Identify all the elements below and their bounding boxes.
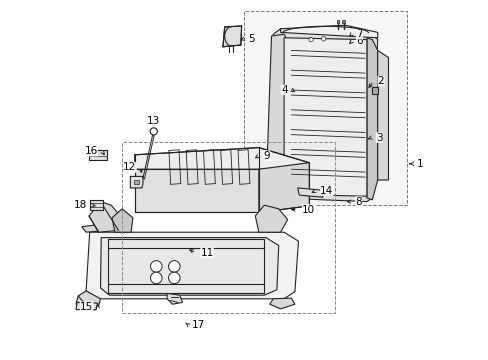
- FancyBboxPatch shape: [244, 11, 406, 205]
- Polygon shape: [76, 302, 98, 310]
- Circle shape: [150, 128, 157, 135]
- Polygon shape: [81, 225, 99, 232]
- Circle shape: [150, 261, 162, 272]
- Text: 2: 2: [377, 76, 384, 86]
- Polygon shape: [258, 163, 309, 212]
- Bar: [336, 20, 339, 23]
- Polygon shape: [377, 50, 387, 180]
- Polygon shape: [284, 38, 366, 196]
- Polygon shape: [130, 176, 142, 188]
- Polygon shape: [269, 298, 294, 309]
- Circle shape: [150, 272, 162, 284]
- Text: 11: 11: [200, 248, 213, 258]
- Polygon shape: [167, 293, 182, 304]
- Polygon shape: [76, 296, 96, 310]
- Text: 1: 1: [416, 159, 422, 169]
- Text: 18: 18: [73, 200, 87, 210]
- Polygon shape: [101, 238, 278, 295]
- Text: 14: 14: [320, 186, 333, 196]
- Polygon shape: [223, 26, 241, 47]
- Text: 3: 3: [375, 132, 382, 143]
- Polygon shape: [134, 148, 309, 169]
- Text: 15: 15: [80, 302, 93, 312]
- Text: 12: 12: [123, 162, 136, 172]
- Text: 13: 13: [147, 116, 160, 126]
- Polygon shape: [265, 34, 285, 196]
- Polygon shape: [78, 291, 101, 306]
- Polygon shape: [271, 29, 377, 202]
- Circle shape: [308, 37, 313, 42]
- Polygon shape: [86, 232, 298, 299]
- Polygon shape: [134, 169, 258, 212]
- Circle shape: [168, 261, 180, 272]
- Text: 6: 6: [355, 36, 362, 46]
- Polygon shape: [371, 87, 377, 94]
- Text: 5: 5: [247, 34, 254, 44]
- Text: 16: 16: [84, 146, 98, 156]
- Text: 9: 9: [263, 150, 270, 161]
- Polygon shape: [366, 38, 377, 200]
- Polygon shape: [255, 205, 287, 232]
- Text: 8: 8: [355, 197, 361, 207]
- Text: 7: 7: [355, 29, 362, 39]
- Text: 4: 4: [281, 85, 287, 95]
- Bar: [133, 180, 139, 184]
- Circle shape: [321, 37, 325, 41]
- Polygon shape: [280, 25, 377, 38]
- Bar: [342, 20, 344, 23]
- Circle shape: [168, 272, 180, 284]
- Polygon shape: [297, 188, 322, 197]
- Text: 17: 17: [192, 320, 205, 330]
- Polygon shape: [89, 150, 107, 160]
- Polygon shape: [112, 209, 133, 232]
- Text: 10: 10: [302, 204, 315, 215]
- Polygon shape: [90, 200, 103, 210]
- Polygon shape: [89, 202, 120, 232]
